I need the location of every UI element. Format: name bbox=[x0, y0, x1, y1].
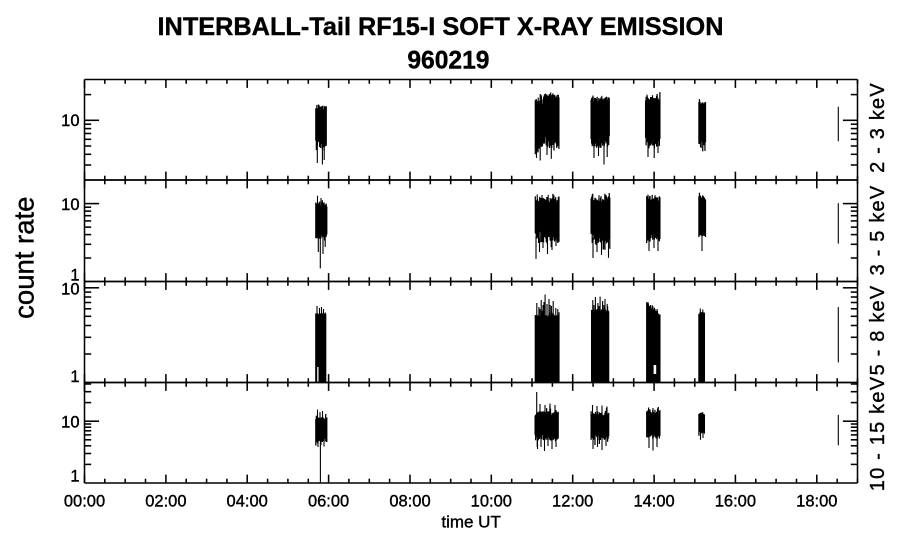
svg-text:10: 10 bbox=[61, 196, 79, 214]
svg-text:18:00: 18:00 bbox=[796, 492, 837, 510]
svg-text:1: 1 bbox=[70, 368, 79, 386]
svg-text:10:00: 10:00 bbox=[471, 492, 512, 510]
svg-text:1: 1 bbox=[70, 266, 79, 284]
svg-text:count rate: count rate bbox=[9, 197, 40, 319]
svg-text:10: 10 bbox=[61, 112, 79, 130]
svg-text:5 - 8 keV: 5 - 8 keV bbox=[867, 285, 889, 376]
svg-text:08:00: 08:00 bbox=[389, 492, 430, 510]
svg-text:10: 10 bbox=[61, 281, 79, 299]
svg-text:04:00: 04:00 bbox=[227, 492, 268, 510]
svg-text:10 - 15 keV: 10 - 15 keV bbox=[867, 376, 889, 492]
svg-text:1: 1 bbox=[70, 468, 79, 486]
svg-text:16:00: 16:00 bbox=[715, 492, 756, 510]
svg-text:12:00: 12:00 bbox=[552, 492, 593, 510]
svg-text:10: 10 bbox=[61, 414, 79, 432]
svg-text:INTERBALL-Tail RF15-I SOFT X-R: INTERBALL-Tail RF15-I SOFT X-RAY EMISSIO… bbox=[158, 13, 724, 41]
svg-text:00:00: 00:00 bbox=[64, 492, 105, 510]
svg-text:02:00: 02:00 bbox=[145, 492, 186, 510]
svg-text:time UT: time UT bbox=[441, 512, 501, 531]
svg-text:2 - 3 keV: 2 - 3 keV bbox=[867, 82, 889, 173]
svg-text:14:00: 14:00 bbox=[633, 492, 674, 510]
svg-text:960219: 960219 bbox=[407, 47, 489, 74]
svg-text:3 - 5 keV: 3 - 5 keV bbox=[867, 185, 889, 276]
svg-text:06:00: 06:00 bbox=[308, 492, 349, 510]
